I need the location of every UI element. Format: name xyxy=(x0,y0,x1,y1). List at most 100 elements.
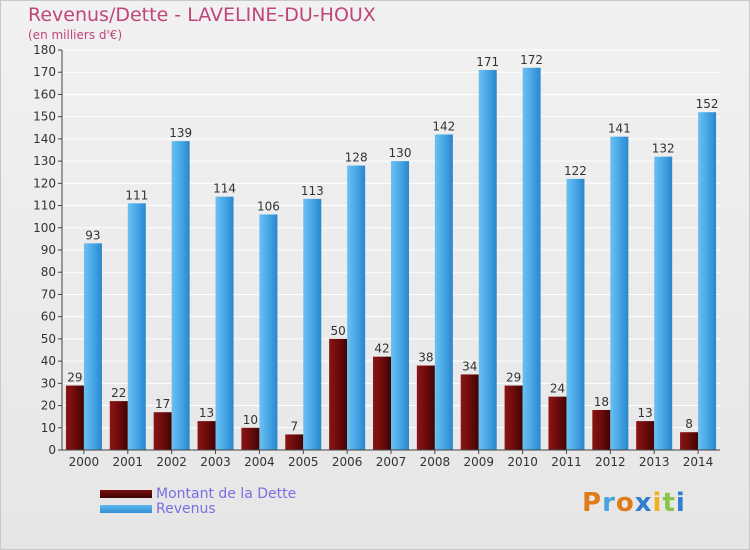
data-label-debt: 17 xyxy=(155,397,170,411)
data-label-revenue: 114 xyxy=(213,182,236,196)
y-tick-label: 80 xyxy=(41,265,56,279)
bar-revenue xyxy=(303,198,322,450)
data-label-revenue: 142 xyxy=(432,119,455,133)
legend-label-debt: Montant de la Dette xyxy=(156,485,297,502)
data-label-debt: 13 xyxy=(638,406,653,420)
y-tick-label: 30 xyxy=(41,376,56,390)
y-tick-label: 140 xyxy=(33,132,56,146)
logo-letter: i xyxy=(675,488,686,518)
bar-revenue xyxy=(434,134,453,450)
x-tick-label: 2001 xyxy=(113,455,144,469)
y-tick-label: 40 xyxy=(41,354,56,368)
x-tick-label: 2002 xyxy=(156,455,187,469)
data-label-revenue: 130 xyxy=(389,146,412,160)
data-label-revenue: 93 xyxy=(85,228,100,242)
data-label-revenue: 106 xyxy=(257,199,280,213)
legend-swatch-revenue xyxy=(100,504,152,513)
bar-revenue xyxy=(127,203,146,450)
data-label-revenue: 172 xyxy=(520,53,543,67)
y-tick-label: 150 xyxy=(33,110,56,124)
chart-subtitle: (en milliers d'€) xyxy=(28,28,123,42)
data-label-debt: 34 xyxy=(462,359,477,373)
bar-debt xyxy=(680,432,699,450)
bar-revenue xyxy=(215,196,234,450)
bar-revenue xyxy=(83,243,102,450)
legend-label-revenue: Revenus xyxy=(156,500,216,517)
data-label-revenue: 113 xyxy=(301,184,324,198)
data-label-revenue: 141 xyxy=(608,122,631,136)
x-tick-label: 2004 xyxy=(244,455,275,469)
data-label-revenue: 128 xyxy=(345,151,368,165)
y-tick-label: 180 xyxy=(33,43,56,57)
x-tick-label: 2005 xyxy=(288,455,319,469)
logo-letter: o xyxy=(615,488,635,518)
x-tick-label: 2006 xyxy=(332,455,363,469)
data-label-revenue: 152 xyxy=(696,97,719,111)
y-tick-label: 110 xyxy=(33,199,56,213)
bar-revenue xyxy=(259,214,278,450)
data-label-debt: 18 xyxy=(594,395,609,409)
y-tick-label: 120 xyxy=(33,176,56,190)
bar-debt xyxy=(373,356,391,450)
x-tick-label: 2009 xyxy=(463,455,494,469)
bar-debt xyxy=(153,412,172,450)
data-label-debt: 22 xyxy=(111,386,126,400)
data-label-debt: 38 xyxy=(418,351,433,365)
bar-revenue xyxy=(171,141,190,450)
data-label-debt: 8 xyxy=(685,417,693,431)
x-tick-label: 2007 xyxy=(376,455,407,469)
y-tick-label: 90 xyxy=(41,243,56,257)
y-tick-label: 10 xyxy=(41,421,56,435)
bar-debt xyxy=(285,434,304,450)
bar-debt xyxy=(241,427,260,450)
data-label-debt: 50 xyxy=(330,324,345,338)
proxiti-logo: Proxiti xyxy=(582,488,686,518)
y-tick-label: 170 xyxy=(33,65,56,79)
bar-debt xyxy=(197,421,216,450)
bar-debt xyxy=(592,410,611,450)
data-label-debt: 13 xyxy=(199,406,214,420)
legend-swatch-debt xyxy=(100,489,152,498)
x-tick-label: 2011 xyxy=(551,455,582,469)
logo-letter: P xyxy=(582,488,603,518)
bar-debt xyxy=(460,374,479,450)
bar-revenue xyxy=(391,161,409,450)
data-label-debt: 7 xyxy=(290,419,298,433)
bar-debt xyxy=(636,421,655,450)
data-label-debt: 29 xyxy=(67,371,82,385)
y-tick-label: 60 xyxy=(41,310,56,324)
bar-debt xyxy=(504,385,523,450)
data-label-revenue: 111 xyxy=(125,188,148,202)
y-tick-label: 0 xyxy=(48,443,56,457)
y-tick-label: 20 xyxy=(41,399,56,413)
y-tick-label: 100 xyxy=(33,221,56,235)
bar-revenue xyxy=(654,156,673,450)
data-label-revenue: 122 xyxy=(564,164,587,178)
bar-debt xyxy=(65,385,84,450)
data-label-debt: 24 xyxy=(550,382,565,396)
x-tick-label: 2010 xyxy=(507,455,538,469)
data-label-revenue: 132 xyxy=(652,142,675,156)
y-tick-label: 70 xyxy=(41,287,56,301)
x-tick-label: 2008 xyxy=(420,455,451,469)
y-tick-label: 160 xyxy=(33,87,56,101)
y-tick-label: 130 xyxy=(33,154,56,168)
logo-letter: r xyxy=(602,488,616,518)
x-tick-label: 2013 xyxy=(639,455,670,469)
bar-revenue xyxy=(478,70,497,450)
y-tick-label: 50 xyxy=(41,332,56,346)
bar-revenue xyxy=(698,112,717,450)
bar-revenue xyxy=(347,165,366,451)
x-tick-label: 2014 xyxy=(683,455,714,469)
logo-letter: i xyxy=(652,488,663,518)
bar-debt xyxy=(548,396,567,450)
bar-debt xyxy=(329,338,348,450)
data-label-revenue: 171 xyxy=(476,55,499,69)
x-tick-label: 2000 xyxy=(69,455,100,469)
logo-letter: x xyxy=(634,488,653,518)
bar-revenue xyxy=(522,67,541,451)
x-tick-label: 2012 xyxy=(595,455,626,469)
data-label-revenue: 139 xyxy=(169,126,192,140)
data-label-debt: 10 xyxy=(243,413,258,427)
legend-item-debt: Montant de la Dette xyxy=(100,485,297,502)
